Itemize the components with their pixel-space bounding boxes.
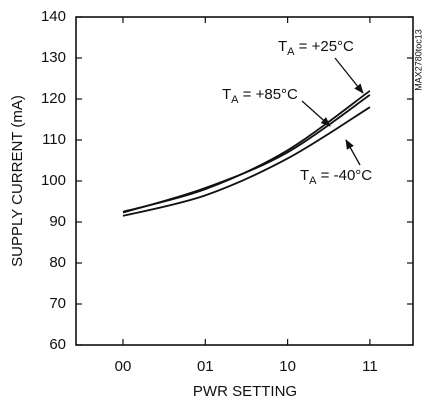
y-tick-label: 90 — [49, 213, 66, 230]
annotation-arrow — [301, 100, 331, 127]
series-line — [122, 106, 371, 217]
annotation-arrow — [334, 57, 364, 94]
x-tick-label: 00 — [115, 358, 132, 375]
y-tick-label: 140 — [41, 8, 66, 25]
y-tick-label: 120 — [41, 90, 66, 107]
y-tick-label: 100 — [41, 172, 66, 189]
x-tick-label: 01 — [197, 358, 214, 375]
y-tick-label: 60 — [49, 336, 66, 353]
y-tick-label: 80 — [49, 254, 66, 271]
x-axis-label: PWR SETTING — [193, 383, 297, 400]
series-label: TA = +85°C — [222, 86, 298, 106]
series-line — [122, 94, 371, 214]
y-tick-label: 70 — [49, 295, 66, 312]
series-label: TA = +25°C — [278, 38, 354, 58]
x-tick-label: 10 — [279, 358, 296, 375]
annotation-arrow — [345, 139, 361, 166]
x-tick-label: 11 — [362, 358, 378, 375]
series-line — [122, 90, 371, 213]
y-tick-label: 110 — [42, 131, 66, 148]
y-axis-label: SUPPLY CURRENT (mA) — [9, 95, 26, 267]
series-label: TA = -40°C — [300, 167, 372, 187]
y-tick-label: 130 — [41, 49, 66, 66]
watermark: MAX2780toc13 — [413, 29, 423, 91]
